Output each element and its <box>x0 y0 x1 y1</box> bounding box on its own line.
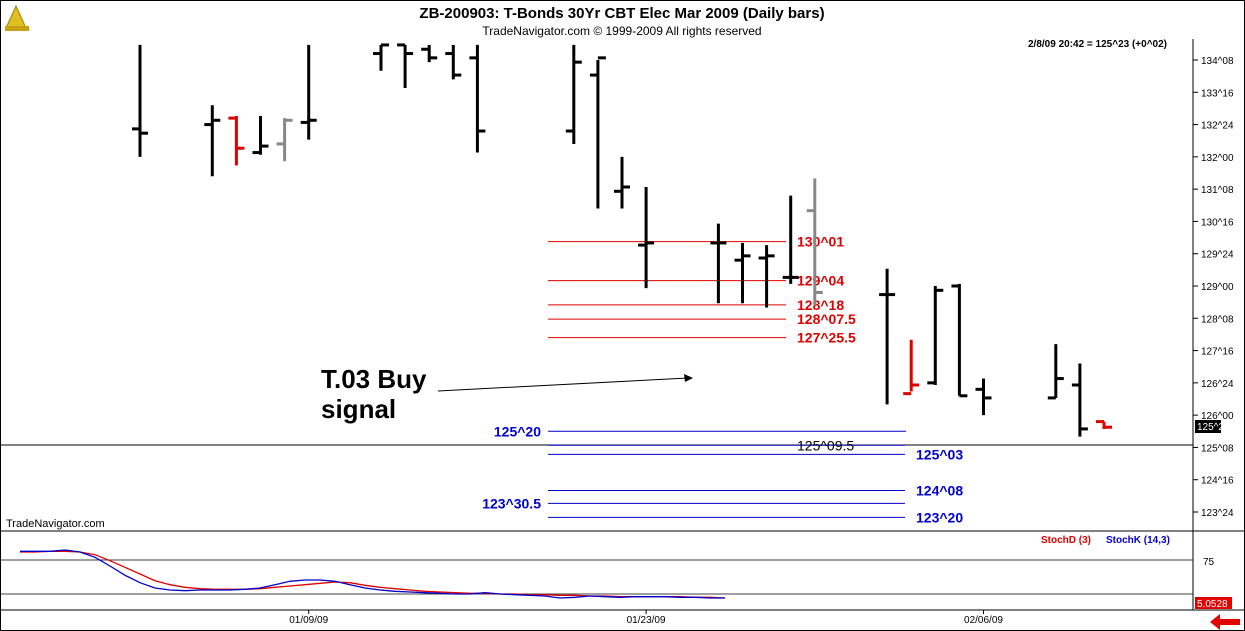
ohlc-bar <box>806 178 823 306</box>
ohlc-bar <box>734 242 751 304</box>
watermark: TradeNavigator.com <box>6 518 105 530</box>
app-logo[interactable] <box>5 4 29 31</box>
stoch-tick-75: 75 <box>1203 557 1215 568</box>
stoch-last-value: 5.0528 <box>1197 599 1228 610</box>
price-tick-label: 126^24 <box>1201 379 1234 390</box>
price-tick-label: 128^08 <box>1201 314 1234 325</box>
price-tick-label: 125^08 <box>1201 443 1234 454</box>
stoch-last-box <box>1195 597 1232 609</box>
price-tick-label: 132^00 <box>1201 153 1234 164</box>
buy-signal-line1: T.03 Buy <box>321 364 427 394</box>
support-label: 123^30.5 <box>482 495 541 511</box>
ohlc-bar <box>445 44 462 80</box>
last-price-label: 125^23 <box>1197 422 1230 433</box>
support-label: 125^03 <box>916 446 963 462</box>
ohlc-bar <box>132 44 148 157</box>
price-tick-label: 126^00 <box>1201 411 1234 422</box>
price-tick-label: 129^00 <box>1201 282 1234 293</box>
ohlc-bar <box>228 115 245 166</box>
stochd-line <box>20 550 726 599</box>
ohlc-bar <box>1047 344 1064 400</box>
ohlc-bar <box>951 283 968 398</box>
price-tick-label: 134^08 <box>1201 56 1234 67</box>
stochk-line <box>20 549 725 599</box>
price-tick-label: 129^24 <box>1201 250 1234 261</box>
ohlc-bar <box>782 195 799 284</box>
scroll-left-button[interactable] <box>1210 614 1240 630</box>
buy-signal-line2: signal <box>321 394 396 424</box>
ohlc-bar <box>903 339 920 396</box>
ohlc-bar <box>421 44 438 63</box>
ohlc-bar <box>1096 420 1112 429</box>
ohlc-bar <box>373 43 389 71</box>
chart-title: ZB-200903: T-Bonds 30Yr CBT Elec Mar 200… <box>419 5 824 22</box>
support-label: 125^09.5 <box>797 437 854 453</box>
legend-stochd: StochD (3) <box>1041 535 1091 546</box>
ohlc-bar <box>589 56 606 209</box>
legend-stochk: StochK (14,3) <box>1106 535 1170 546</box>
red-left-arrow-icon <box>1210 614 1240 630</box>
ohlc-bar <box>469 44 486 153</box>
status-readout: 2/8/09 20:42 = 125^23 (+0^02) <box>1028 39 1167 50</box>
price-tick-label: 124^16 <box>1201 476 1234 487</box>
signal-arrow-head <box>684 374 693 382</box>
logo-base <box>5 26 29 31</box>
ohlc-bar <box>565 44 582 144</box>
resistance-label: 129^04 <box>797 273 844 289</box>
ohlc-bar <box>1071 363 1088 437</box>
price-tick-label: 123^24 <box>1201 508 1234 519</box>
ohlc-bar <box>638 186 655 289</box>
resistance-label: 128^18 <box>797 297 844 313</box>
date-tick-label: 02/06/09 <box>964 615 1003 626</box>
ohlc-bar <box>975 378 992 416</box>
price-tick-label: 130^16 <box>1201 217 1234 228</box>
ohlc-bar <box>758 245 775 308</box>
stochastic-lines <box>20 549 726 599</box>
support-label: 125^20 <box>494 423 541 439</box>
ohlc-bar <box>300 44 317 140</box>
ohlc-bar <box>879 268 896 405</box>
ohlc-bar <box>252 115 269 155</box>
ohlc-bar <box>276 118 293 162</box>
ohlc-bar <box>397 43 414 88</box>
price-tick-label: 131^08 <box>1201 185 1234 196</box>
price-tick-label: 133^16 <box>1201 88 1234 99</box>
price-tick-label: 127^16 <box>1201 347 1234 358</box>
price-tick-label: 132^24 <box>1201 121 1234 132</box>
ohlc-bar <box>710 223 727 304</box>
support-label: 123^20 <box>916 509 963 525</box>
ohlc-bar <box>204 105 221 177</box>
date-tick-label: 01/23/09 <box>627 615 666 626</box>
support-label: 124^08 <box>916 482 963 498</box>
copyright-text: TradeNavigator.com © 1999-2009 All right… <box>482 24 761 38</box>
ohlc-bar <box>927 286 944 386</box>
resistance-label: 128^07.5 <box>797 311 856 327</box>
signal-arrow-line <box>437 377 689 392</box>
price-axis: 134^08 133^16 132^24 132^00 131^08 130^16 129^… <box>1193 56 1234 519</box>
ohlc-bar <box>614 156 630 209</box>
date-tick-label: 01/09/09 <box>289 615 328 626</box>
last-price-box <box>1195 420 1221 433</box>
resistance-label: 130^01 <box>797 234 844 250</box>
price-bars <box>132 43 1112 437</box>
resistance-label: 127^25.5 <box>797 330 856 346</box>
